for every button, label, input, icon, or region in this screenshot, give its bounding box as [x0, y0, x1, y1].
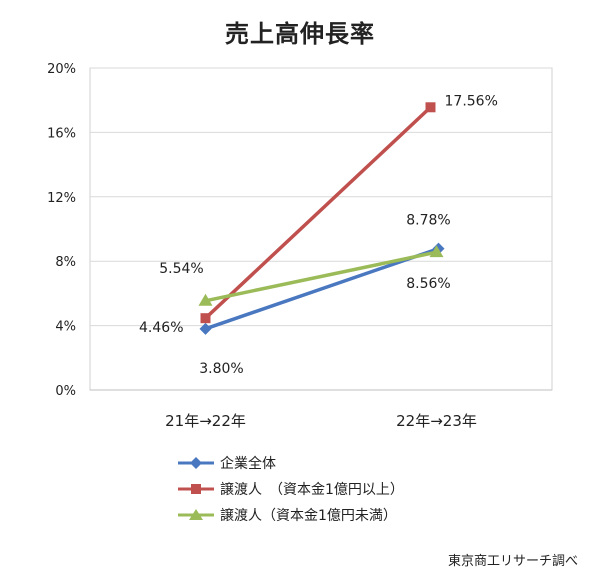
- y-tick-label: 16%: [47, 126, 76, 141]
- chart-title: 売上高伸長率: [225, 20, 375, 48]
- legend-label: 譲渡人（資本金1億円未満）: [220, 508, 397, 524]
- series-2-point: [425, 102, 436, 113]
- series-line-2: [204, 106, 432, 320]
- legend-label: 譲渡人 （資本金1億円以上）: [220, 482, 404, 498]
- legend-swatch: [178, 509, 214, 520]
- data-label: 3.80%: [199, 361, 243, 377]
- series-1-point: [199, 322, 212, 335]
- x-tick-label: 22年→23年: [396, 412, 477, 430]
- x-tick-label: 21年→22年: [165, 412, 246, 430]
- data-label: 8.78%: [406, 213, 450, 229]
- legend-item: 譲渡人 （資本金1億円以上）: [176, 476, 404, 502]
- plot-area: [89, 67, 553, 391]
- legend-swatch: [178, 457, 214, 469]
- line-chart: 0% 4% 8% 12% 16% 20% 21年→22年 22年→23年 3.80% 8.78% 4…: [47, 62, 553, 430]
- data-label: 8.56%: [406, 276, 450, 292]
- y-tick-label: 12%: [47, 191, 76, 206]
- series-3-point: [429, 245, 444, 258]
- series-3-point: [198, 293, 213, 306]
- y-tick-label: 8%: [55, 255, 76, 270]
- data-label: 5.54%: [159, 261, 203, 277]
- legend-swatch: [178, 484, 214, 494]
- data-label: 4.46%: [139, 320, 183, 336]
- series-line-1: [204, 246, 440, 331]
- source-note: 東京商工リサーチ調べ: [447, 554, 578, 569]
- legend-item: 譲渡人（資本金1億円未満）: [176, 502, 404, 528]
- legend-label: 企業全体: [220, 456, 276, 472]
- y-tick-label: 20%: [47, 62, 76, 77]
- series-2-point: [200, 313, 211, 324]
- y-tick-label: 4%: [55, 320, 76, 335]
- data-label: 17.56%: [445, 93, 498, 109]
- series-line-3: [205, 250, 437, 303]
- legend: 企業全体譲渡人 （資本金1億円以上） 譲渡人（資本金1億円未満）: [176, 450, 404, 528]
- legend-item: 企業全体: [176, 450, 404, 476]
- y-tick-label: 0%: [55, 384, 76, 399]
